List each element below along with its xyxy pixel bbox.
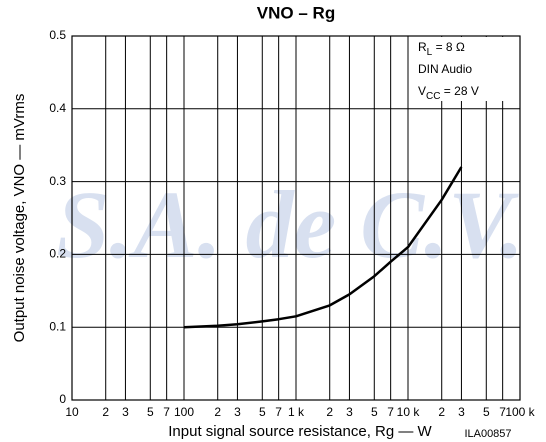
annotation-sub: CC — [426, 91, 440, 102]
y-tick-label: 0.5 — [49, 28, 66, 42]
annotation: VCC = 28 V — [418, 84, 479, 101]
x-tick-label: 7 — [499, 405, 506, 419]
annotation-sub: L — [427, 47, 433, 58]
annotation: DIN Audio — [418, 62, 472, 76]
x-tick-label: 3 — [458, 405, 465, 419]
y-tick-label: 0.2 — [49, 247, 66, 261]
x-axis-label: Input signal source resistance, Rg — W — [168, 423, 432, 440]
annotation-main: DIN Audio — [418, 62, 472, 76]
annotation-box — [412, 37, 519, 101]
annotation: RL = 8 Ω — [418, 40, 465, 57]
x-tick-label: 3 — [346, 405, 353, 419]
x-tick-label: 3 — [234, 405, 241, 419]
y-tick-label: 0.1 — [49, 319, 66, 333]
data-line — [183, 166, 463, 329]
plot-frame — [71, 35, 521, 401]
x-tick-label: 7 — [163, 405, 170, 419]
figure-code: ILA00857 — [464, 428, 511, 440]
x-tick-label: 2 — [102, 405, 109, 419]
x-tick-label: 7 — [387, 405, 394, 419]
annotation-tail: = 28 V — [440, 84, 478, 98]
chart-title: VNO – Rg — [257, 3, 335, 22]
x-tick-label: 5 — [259, 405, 266, 419]
x-tick-label: 2 — [438, 405, 445, 419]
x-tick-label: 1 k — [288, 405, 305, 419]
x-tick-label: 10 k — [397, 405, 421, 419]
watermark: S.A. de C.V. — [56, 171, 524, 278]
x-tick-label: 100 — [174, 405, 194, 419]
x-tick-label: 10 — [65, 405, 79, 419]
x-tick-label: 7 — [275, 405, 282, 419]
x-tick-label: 100 k — [505, 405, 535, 419]
x-tick-label: 3 — [122, 405, 129, 419]
y-tick-label: 0.4 — [49, 101, 66, 115]
y-tick-label: 0.3 — [49, 174, 66, 188]
annotation-main: R — [418, 40, 427, 54]
y-axis-label: Output noise voltage, VNO — mVrms — [11, 94, 28, 343]
y-tick-label: 0 — [59, 392, 66, 406]
annotation-main: V — [418, 84, 426, 98]
x-tick-label: 5 — [147, 405, 154, 419]
x-tick-label: 5 — [483, 405, 490, 419]
x-tick-label: 2 — [214, 405, 221, 419]
x-tick-label: 2 — [326, 405, 333, 419]
x-tick-label: 5 — [371, 405, 378, 419]
annotation-tail: = 8 Ω — [432, 40, 465, 54]
